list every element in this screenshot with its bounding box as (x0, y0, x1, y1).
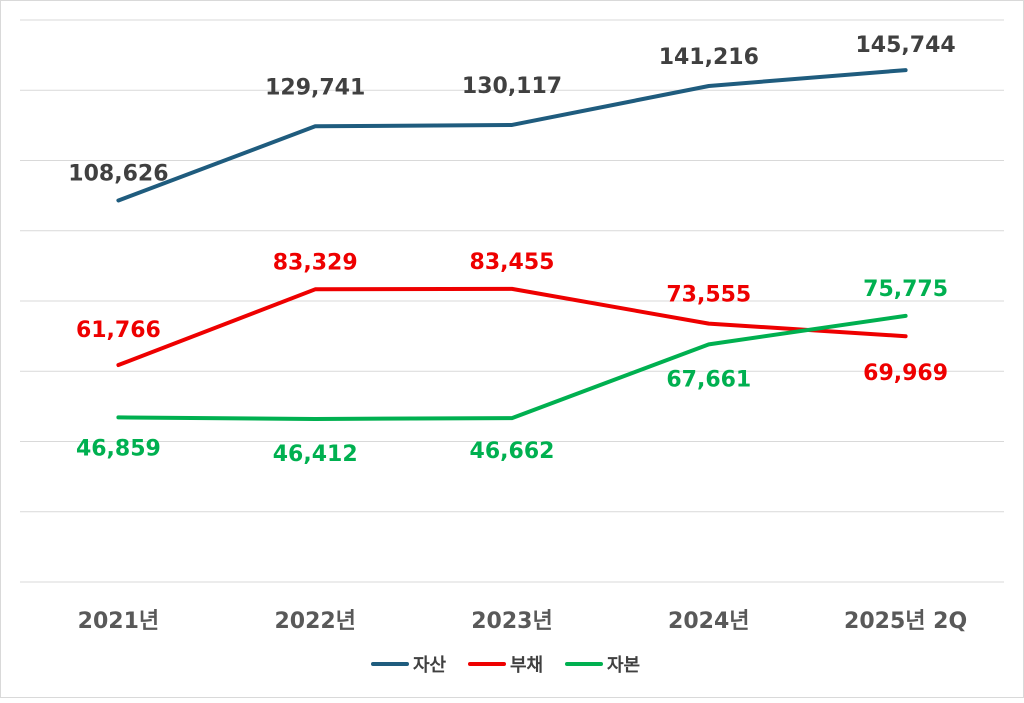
data-label: 46,412 (273, 442, 358, 467)
data-label: 46,662 (470, 439, 555, 464)
data-label: 75,775 (863, 277, 948, 302)
legend: 자산 부채 자본 (371, 655, 640, 676)
series-lines (116, 68, 908, 421)
data-label: 108,626 (68, 161, 168, 186)
series-line-1 (116, 286, 908, 368)
data-label: 69,969 (863, 361, 948, 386)
data-label: 129,741 (265, 75, 365, 100)
category-label: 2024년 (668, 609, 749, 634)
series-line-2 (116, 313, 908, 421)
legend-label: 부채 (510, 655, 543, 676)
data-label: 83,329 (273, 250, 358, 275)
category-label: 2025년 2Q (844, 609, 967, 634)
data-label: 46,859 (76, 436, 161, 461)
gridlines (20, 19, 1004, 583)
data-label: 145,744 (855, 33, 955, 58)
category-axis: 2021년 2022년 2023년 2024년 2025년 2Q (78, 609, 968, 634)
legend-label: 자산 (413, 655, 447, 676)
data-labels: 108,626 129,741 130,117 141,216 145,744 61,76… (68, 33, 955, 467)
data-label: 141,216 (659, 45, 759, 70)
legend-label: 자본 (607, 655, 640, 676)
data-label: 130,117 (462, 74, 562, 99)
series-line-0 (116, 68, 908, 203)
data-label: 67,661 (666, 367, 751, 392)
data-label: 83,455 (470, 250, 555, 275)
data-label: 61,766 (76, 318, 161, 343)
category-label: 2021년 (78, 609, 159, 634)
category-label: 2023년 (471, 609, 552, 634)
category-label: 2022년 (274, 609, 355, 634)
data-label: 73,555 (666, 283, 751, 308)
